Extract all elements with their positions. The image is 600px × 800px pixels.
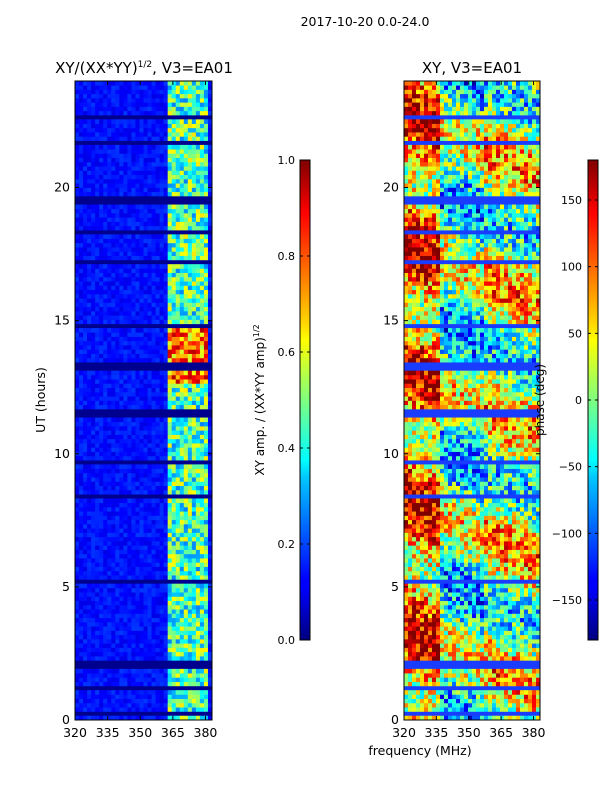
right-title: XY, V3=EA01: [422, 59, 522, 77]
right-colorbar-tick-label: 100: [561, 261, 582, 274]
left-colorbar-tick-label: 0.4: [278, 442, 296, 455]
left-xtick-label: 365: [161, 725, 185, 740]
left-colorbar-tick-label: 1.0: [278, 154, 296, 167]
right-colorbar-ticks: 150 100 50 0 −50 −100 −150: [552, 194, 598, 607]
left-axes-frame: [74, 80, 213, 721]
right-axes-frame: [403, 80, 541, 721]
left-xtick-label: 320: [63, 725, 87, 740]
left-ytick-label: 0: [62, 712, 70, 727]
right-colorbar-tick-label: 50: [568, 327, 582, 340]
left-ticks: 320 335 350 365 380 0 5 10 15 20: [54, 81, 217, 740]
left-ytick-label: 20: [54, 180, 70, 195]
left-colorbar-tick-label: 0.0: [278, 634, 296, 647]
right-colorbar-tick-label: −50: [559, 461, 582, 474]
right-heatmap: [404, 81, 540, 720]
right-xtick-label: 365: [489, 725, 513, 740]
right-xtick-label: 380: [522, 725, 546, 740]
left-xtick-label: 380: [194, 725, 218, 740]
left-title-sup: 1/2: [138, 60, 152, 70]
left-title: XY/(XX*YY)1/2, V3=EA01: [55, 59, 233, 77]
left-colorbar: [299, 159, 311, 641]
left-title-main: XY/(XX*YY): [55, 59, 138, 77]
left-ytick-label: 5: [62, 579, 70, 594]
right-colorbar-tick-label: −150: [552, 594, 582, 607]
shared-xlabel: frequency (MHz): [368, 743, 471, 758]
right-ytick-label: 0: [391, 712, 399, 727]
right-xtick-label: 350: [457, 725, 481, 740]
left-colorbar-ticks: 0.0 0.2 0.4 0.6 0.8 1.0: [278, 154, 310, 647]
right-ytick-label: 5: [391, 579, 399, 594]
figure-suptitle: 2017-10-20 0.0-24.0: [301, 14, 430, 29]
right-xtick-label: 335: [424, 725, 448, 740]
left-ytick-label: 15: [54, 313, 70, 328]
left-ytick-label: 10: [54, 446, 70, 461]
left-title-rest: , V3=EA01: [152, 59, 233, 77]
right-colorbar-tick-label: −100: [552, 527, 582, 540]
left-colorbar-label-sup: 1/2: [252, 324, 261, 337]
right-colorbar-label: phase (deg): [533, 364, 547, 436]
right-ytick-label: 10: [383, 446, 399, 461]
left-colorbar-tick-label: 0.6: [278, 346, 296, 359]
left-xtick-label: 350: [128, 725, 152, 740]
right-colorbar-tick-label: 0: [575, 394, 582, 407]
right-ytick-label: 15: [383, 313, 399, 328]
left-colorbar-label-main: XY amp. / (XX*YY amp): [253, 337, 267, 475]
left-colorbar-tick-label: 0.2: [278, 538, 296, 551]
left-colorbar-label: XY amp. / (XX*YY amp)1/2: [252, 324, 267, 475]
left-xtick-label: 335: [96, 725, 120, 740]
right-ticks: 320 335 350 365 380 0 5 10 15 20: [383, 81, 545, 740]
right-xtick-label: 320: [392, 725, 416, 740]
left-colorbar-tick-label: 0.8: [278, 250, 296, 263]
left-ylabel: UT (hours): [33, 367, 48, 433]
left-heatmap: [75, 81, 212, 720]
right-ytick-label: 20: [383, 180, 399, 195]
right-colorbar-tick-label: 150: [561, 194, 582, 207]
